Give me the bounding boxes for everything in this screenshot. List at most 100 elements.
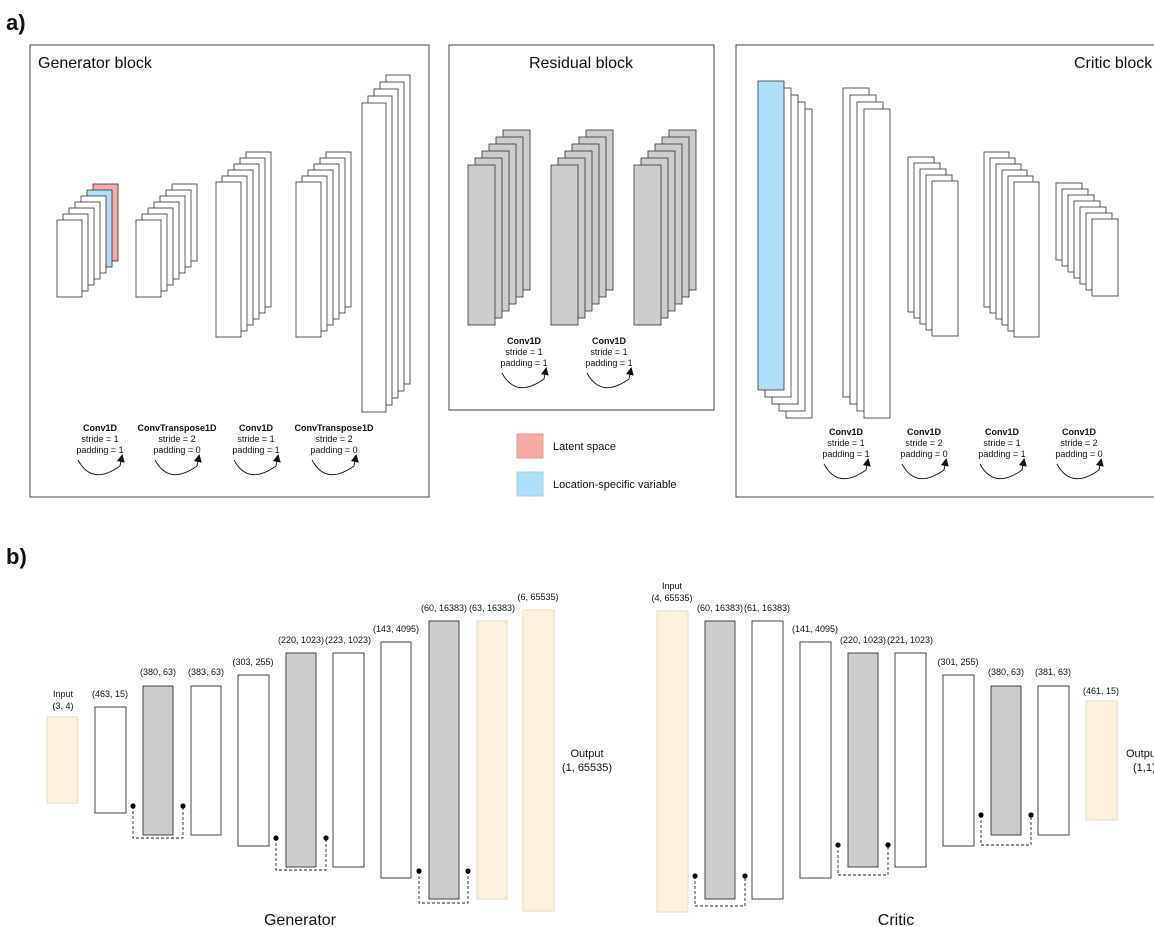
critic-conv-stack-2 — [907, 156, 959, 337]
critic-arrow-1 — [823, 458, 871, 479]
critic-caption: Critic — [878, 912, 914, 927]
critic-layer-2 — [704, 620, 736, 900]
generator-layer-11 — [522, 609, 555, 912]
critic-layer-7 — [942, 674, 975, 847]
generator-layer-1 — [46, 716, 79, 804]
legend-label-location: Location-specific variable — [553, 479, 677, 491]
critic-layer-1-stride: stride = 1 — [827, 438, 864, 448]
gen-skip-1 — [130, 803, 186, 839]
critic-layer-3-padding: padding = 1 — [978, 449, 1025, 459]
gen-shape-8: (60, 16383) — [421, 603, 467, 613]
gen-shape-10: (6, 65535) — [517, 592, 558, 602]
generator-layer-8 — [380, 641, 412, 879]
critic-layer-4-padding: padding = 0 — [1055, 449, 1102, 459]
gen-skip-3-dot-right — [465, 868, 471, 874]
critic-layer-4 — [799, 641, 832, 879]
critic-skip-3 — [978, 812, 1034, 846]
critic-shape-9: (461, 15) — [1083, 686, 1119, 696]
critic-input-front — [757, 80, 785, 391]
critic-layer-4-op: Conv1D — [1062, 427, 1097, 437]
critic-layer-8 — [990, 685, 1022, 836]
gen-input-shape: (3, 4) — [52, 701, 73, 711]
gen-skip-1-dot-right — [180, 803, 186, 809]
legend-label-latent: Latent space — [553, 441, 616, 453]
critic-skip-1 — [692, 873, 748, 907]
legend: Latent space Location-specific variable — [516, 433, 677, 497]
res-layer-2-op: Conv1D — [592, 336, 627, 346]
gen-skip-3-line — [418, 871, 469, 904]
gen-conv-stack-2-map — [215, 181, 242, 338]
critic-layer-2-op: Conv1D — [907, 427, 942, 437]
gen-output-stack-map — [361, 102, 387, 413]
critic-layer-3 — [751, 620, 784, 900]
critic-shape-8: (381, 63) — [1035, 667, 1071, 677]
gen-input-stack-map — [56, 219, 83, 298]
gen-layer-3-op: Conv1D — [239, 423, 274, 433]
critic-layer-4-stride: stride = 2 — [1060, 438, 1097, 448]
critic-skip-1-dot-left — [692, 873, 698, 879]
legend-swatch-latent — [516, 433, 544, 459]
critic-layer-2-stride: stride = 2 — [905, 438, 942, 448]
generator-layer-6 — [285, 652, 317, 868]
critic-skip-3-dot-left — [978, 812, 984, 818]
gen-skip-1-dot-left — [130, 803, 136, 809]
critic-conv4-map — [1091, 218, 1119, 297]
generator-network-labels: Input (3, 4) (463, 15) (380, 63) (383, 6… — [52, 592, 612, 927]
critic-layer-9 — [1037, 685, 1070, 836]
layer-stacks — [56, 74, 1119, 419]
critic-skip-1-dot-right — [742, 873, 748, 879]
gen-layer-3-stride: stride = 1 — [237, 434, 274, 444]
gen-shape-2: (380, 63) — [140, 667, 176, 677]
critic-input-shape: (4, 65535) — [651, 593, 692, 603]
gen-layer-1-label: Conv1D stride = 1 padding = 1 — [76, 423, 123, 455]
gen-skip-2 — [273, 835, 329, 871]
critic-conv2-map — [931, 180, 959, 337]
gen-shape-7: (143, 4095) — [373, 624, 419, 634]
res-stack-1 — [467, 129, 531, 326]
generator-layer-4 — [190, 685, 222, 836]
gen-layer-2-op: ConvTranspose1D — [137, 423, 217, 433]
res-stack-2 — [550, 129, 614, 326]
critic-arrow-2 — [901, 458, 949, 479]
critic-skip-3-dot-right — [1028, 812, 1034, 818]
critic-input-front-map — [757, 80, 785, 391]
gen-transpose-stack-1-map — [135, 219, 162, 298]
res-stack-1-map — [467, 164, 496, 326]
critic-network-labels: Input (4, 65535) (60, 16383) (61, 16383)… — [651, 581, 1154, 927]
critic-skip-3-line — [980, 815, 1032, 846]
generator-block-labels: Conv1D stride = 1 padding = 1 ConvTransp… — [76, 423, 374, 455]
generator-layer-7 — [332, 652, 365, 868]
critic-layer-10 — [1085, 700, 1118, 821]
critic-conv-stack-4 — [1055, 182, 1119, 297]
gen-layer-4-padding: padding = 0 — [310, 445, 357, 455]
gen-arrow-1 — [77, 454, 125, 475]
panel-a-label: a) — [6, 10, 26, 35]
critic-shape-3: (141, 4095) — [792, 624, 838, 634]
residual-block-title: Residual block — [529, 55, 634, 72]
gen-skip-2-line — [275, 838, 327, 871]
residual-block-frame — [448, 44, 715, 411]
critic-layer-2-padding: padding = 0 — [900, 449, 947, 459]
res-layer-2-stride: stride = 1 — [590, 347, 627, 357]
gen-arrow-4 — [311, 454, 359, 475]
res-stack-2-map — [550, 164, 579, 326]
gen-shape-5: (220, 1023) — [278, 635, 324, 645]
critic-arrow-4 — [1056, 458, 1104, 479]
gen-layer-2-stride: stride = 2 — [158, 434, 195, 444]
critic-conv-stack-3 — [983, 151, 1040, 338]
gen-transpose-stack-2 — [295, 151, 352, 338]
gen-shape-4: (303, 255) — [232, 657, 273, 667]
gen-layer-1-op: Conv1D — [83, 423, 118, 433]
critic-shape-1: (60, 16383) — [697, 603, 743, 613]
critic-arrow-3 — [979, 458, 1027, 479]
critic-conv-stack-1 — [842, 87, 891, 419]
gen-skip-3 — [416, 868, 471, 904]
gen-layer-2-padding: padding = 0 — [153, 445, 200, 455]
critic-layer-1-padding: padding = 1 — [822, 449, 869, 459]
critic-skip-1-line — [694, 876, 746, 907]
gen-output-stack — [361, 74, 411, 413]
residual-block-labels: Conv1D stride = 1 padding = 1 Conv1D str… — [500, 336, 632, 368]
gen-output-shape: (1, 65535) — [562, 762, 612, 774]
gen-skip-3-dot-left — [416, 868, 422, 874]
